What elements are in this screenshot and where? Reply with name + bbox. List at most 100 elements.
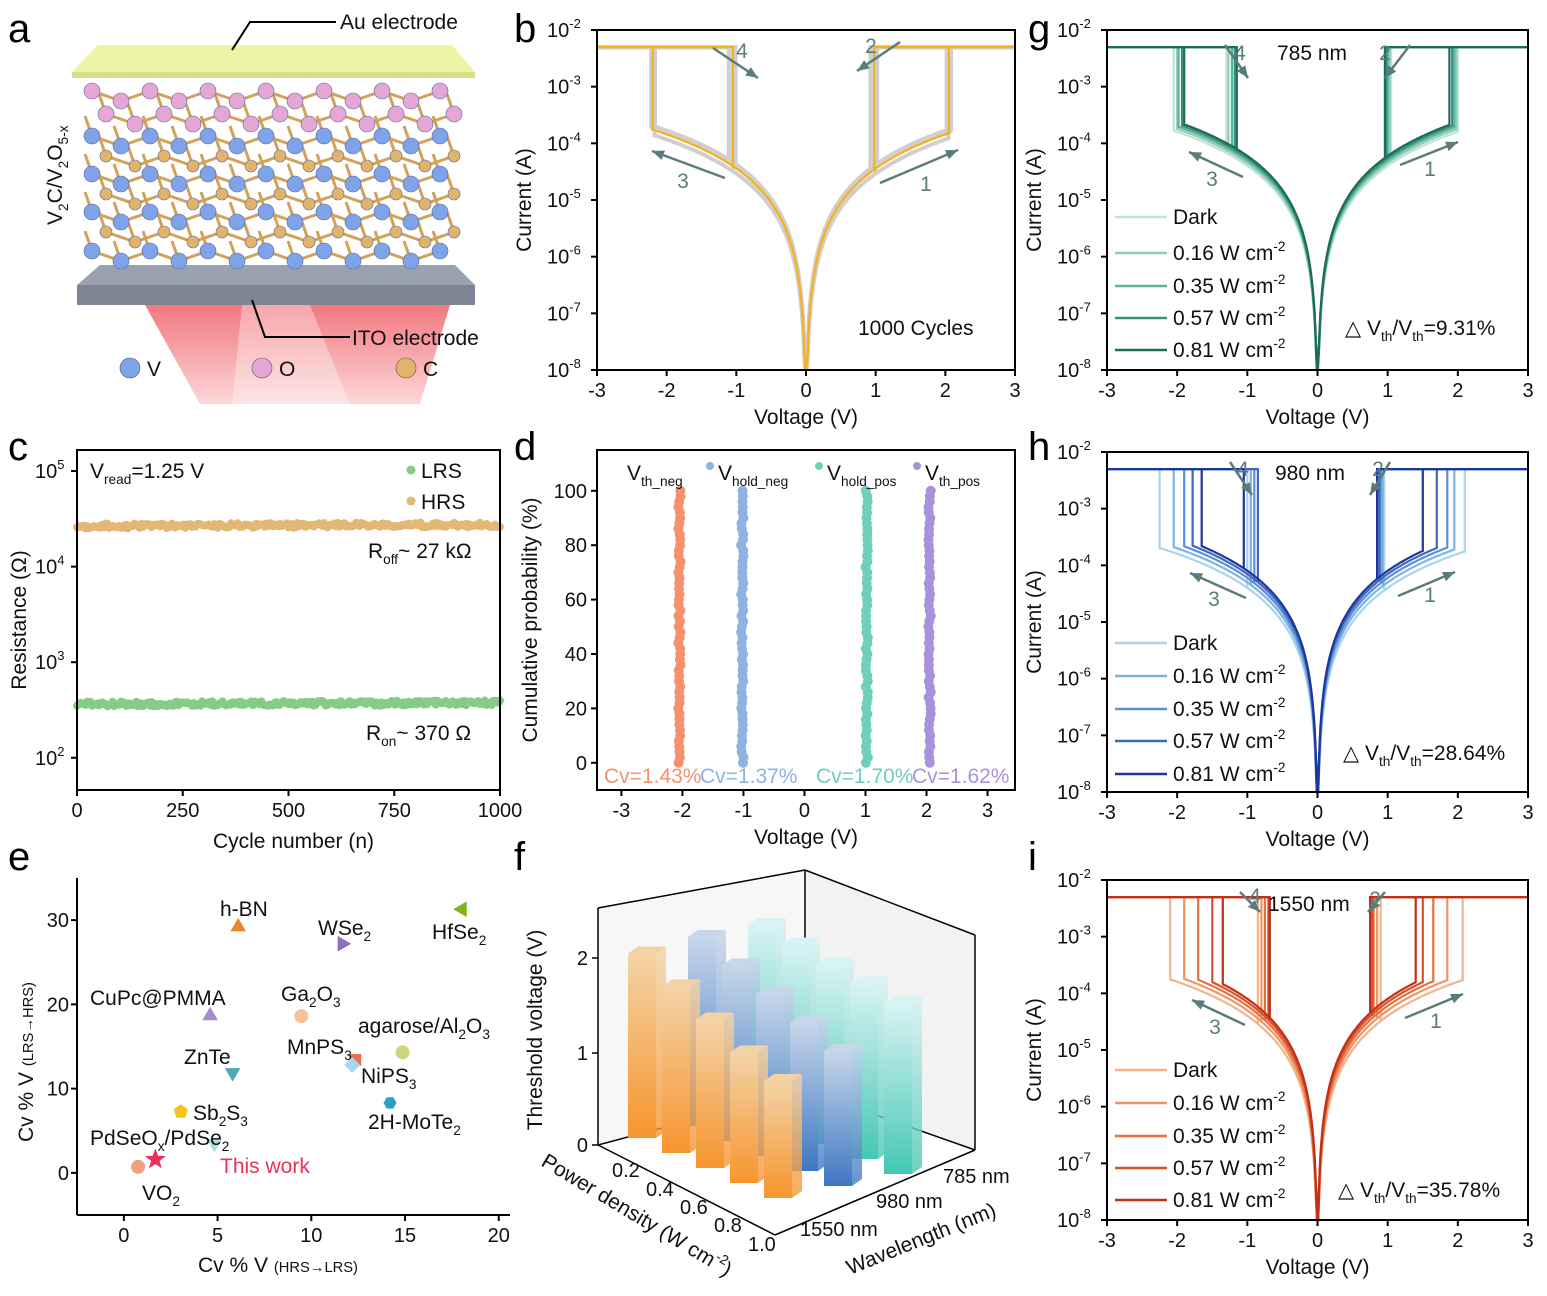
label-segment: V [827,462,841,485]
y-tick-base: 10 [1057,499,1079,521]
iv-series-line [1107,896,1528,1220]
arrow-head-icon [745,67,758,78]
label-segment: h-BN [220,898,268,921]
y-tick-label: 40 [565,644,587,666]
y-tick-exponent: -6 [1079,1093,1091,1108]
probability-point [925,485,936,496]
atom-c [99,149,113,163]
arrow-number-label: 2 [1372,458,1384,481]
bar-top-face [824,1044,862,1051]
y-tick-label: 102 [35,744,64,770]
atom-v [286,252,304,270]
y-tick-exponent: -5 [1079,1036,1091,1051]
bar-front-face [764,1081,792,1198]
atom-v [344,175,362,193]
bar-top-face [722,958,760,966]
y-tick-base: 10 [1057,442,1079,464]
y-tick-base: 10 [547,190,569,212]
plot-area [1107,896,1528,1220]
atom-c [244,197,258,211]
atom-o [97,105,115,123]
y-tick-base: 10 [547,133,569,155]
atom-v [112,137,130,155]
y-tick-label: 10-7 [1057,1149,1091,1175]
arrow-number-label: 2 [1369,888,1381,911]
y-tick-base: 10 [1057,555,1079,577]
label-segment: -2 [1273,239,1285,254]
threshold-variation-label: △ Vth/Vth=35.78% [1338,1179,1500,1206]
arrow-head-icon [1442,572,1455,582]
x-tick-label: 0 [799,800,810,822]
y-tick-base: 10 [35,557,57,579]
y-tick-label: 100 [554,481,587,503]
label-segment: /V [1392,317,1412,340]
atom-v [228,252,246,270]
arrow-head-icon [1237,65,1248,78]
arrow-number-label: 3 [1206,168,1218,191]
atom-c [302,235,316,249]
y-tick-exponent: -5 [1079,186,1091,201]
arrow-line [651,149,726,180]
label-segment: -2 [1273,1122,1285,1137]
y-tick-base: 10 [1057,77,1079,99]
y-tick-exponent: -5 [1079,608,1091,623]
atom-v [83,127,101,145]
atom-o [373,82,391,100]
arrow-head-icon [1247,899,1260,912]
legend-marker [913,462,921,470]
legend-label: C [423,358,438,381]
label-segment: 0.81 W cm [1173,339,1273,362]
atom-o [329,105,347,123]
atom-c [418,197,432,211]
label-segment: V [925,462,939,485]
atom-o [416,115,434,133]
label-segment: ZnTe [184,1046,231,1069]
x-tick-label: 2 [1452,1230,1463,1252]
y-tick-label: 10-7 [547,299,581,325]
y-axis-label: Cv % V (LRS→HRS) [15,982,38,1142]
label-segment: 2 [219,1114,227,1129]
power-density-tick-label: 0.8 [714,1215,742,1237]
x-tick-label: 3 [1522,380,1533,402]
y-tick-label: 10-5 [1057,608,1091,634]
legend-label: 0.57 W cm-2 [1173,1154,1286,1180]
x-tick-label: 0 [1312,802,1323,824]
legend-atom-c [395,357,417,379]
label-segment: -2 [1273,304,1285,319]
au-plate-top [72,45,475,72]
y-tick-exponent: -4 [569,129,581,144]
label-segment: =1.25 V [131,460,204,483]
wavelength-tick-label: 1550 nm [800,1219,878,1241]
y-tick-exponent: -7 [1079,299,1091,314]
y-tick-exponent: -7 [569,299,581,314]
atom-c [360,197,374,211]
x-tick-label: -2 [1168,802,1186,824]
roff-label: Roff~ 27 kΩ [368,540,472,567]
y-tick-base: 10 [547,77,569,99]
label-segment: O [44,144,67,160]
marker-hexagon [383,1097,397,1109]
probability-point [737,485,748,496]
label-segment: △ V [1338,1179,1374,1202]
x-tick-label: 0 [800,380,811,402]
x-tick-label: -3 [613,800,631,822]
label-segment: read [104,472,131,487]
ito-leader-line [251,299,350,338]
x-tick-label: 0 [118,1225,129,1247]
atom-c [418,235,432,249]
atom-c [389,149,403,163]
point-label: Ga2O3 [281,983,341,1010]
marker-triangle-right [337,935,352,952]
atom-o [358,115,376,133]
x-tick-label: 15 [394,1225,416,1247]
bar-3d [884,996,922,1174]
label-segment: 2 [479,933,487,948]
y-tick-exponent: -8 [569,356,581,371]
atom-o [184,115,202,133]
label-segment: /V [1390,742,1410,765]
label-segment: 0.35 W cm [1173,275,1273,298]
atom-v [228,137,246,155]
bar-top-face [696,1012,734,1020]
x-axis-label: Voltage (V) [754,826,858,849]
arrow-head-icon [1189,152,1202,162]
